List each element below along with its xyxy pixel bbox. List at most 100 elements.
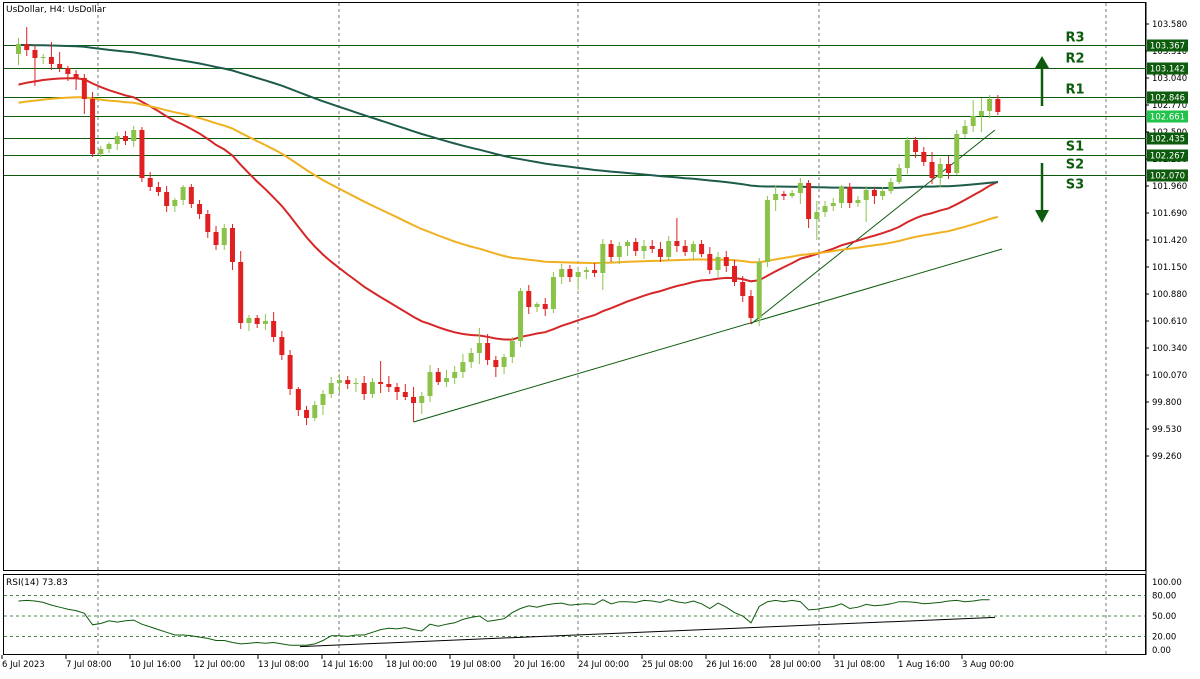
candle-body <box>238 262 244 323</box>
candle-body <box>40 57 46 58</box>
level-badge-value: 102.267 <box>1150 152 1185 162</box>
candle-body <box>287 355 293 389</box>
candle-body <box>839 187 844 203</box>
candle-body <box>24 44 30 50</box>
candle-body <box>608 244 614 257</box>
level-name-r2: R2 <box>1065 52 1084 67</box>
x-tick-label: 24 Jul 00:00 <box>578 660 629 670</box>
candle-body <box>814 212 820 219</box>
candle-body <box>962 126 968 134</box>
candle-body <box>649 246 655 249</box>
x-tick-label: 13 Jul 08:00 <box>258 660 309 670</box>
candle-body <box>139 130 145 178</box>
level-badge <box>1147 149 1188 162</box>
ma-slow-line <box>18 44 998 190</box>
candle-body <box>501 357 507 367</box>
candle-body <box>871 190 877 196</box>
x-tick-label: 12 Jul 00:00 <box>194 660 245 670</box>
candle-body <box>114 136 120 144</box>
candle-body <box>830 203 836 206</box>
candle-body <box>616 246 622 257</box>
candle-body <box>468 353 474 362</box>
candle-body <box>254 318 260 324</box>
x-tick-label: 18 Jul 00:00 <box>386 660 437 670</box>
y-tick-label: 101.420 <box>1152 236 1187 246</box>
candle-body <box>633 242 639 251</box>
candle-body <box>690 244 696 252</box>
candle-body <box>197 204 203 214</box>
support-resistance-lines <box>4 45 1146 176</box>
level-name-s1: S1 <box>1066 140 1084 155</box>
rsi-tick-label: 20.00 <box>1152 632 1176 642</box>
candle-body <box>978 111 984 116</box>
candle-body <box>345 380 351 384</box>
candle-body <box>542 304 548 309</box>
candle-body <box>172 200 178 206</box>
rsi-label: RSI(14) 73.83 <box>6 578 68 588</box>
candle-body <box>954 134 960 173</box>
candle-body <box>394 387 400 392</box>
trendline-lower <box>413 248 1003 423</box>
x-tick-label: 10 Jul 16:00 <box>130 660 181 670</box>
y-tick-label: 102.770 <box>1152 101 1187 111</box>
candle-body <box>797 183 803 193</box>
ma-fast-line <box>18 77 999 341</box>
candle-body <box>550 277 556 309</box>
x-tick-label: 6 Jul 2023 <box>2 660 45 670</box>
candle-body <box>715 257 721 270</box>
candle-body <box>205 214 211 232</box>
candle-body <box>945 164 951 173</box>
rsi-trendline <box>299 616 996 648</box>
candle-body <box>452 372 458 378</box>
rsi-tick-label: 80.00 <box>1152 592 1176 602</box>
rsi-tick-label: 50.00 <box>1152 612 1176 622</box>
candle-body <box>600 244 606 273</box>
y-tick-label: 100.340 <box>1152 344 1187 354</box>
level-badge <box>1147 39 1188 52</box>
candle-body <box>304 410 310 418</box>
rsi-pane: 100.00 80.00 50.00 20.00 0.00 <box>4 578 1182 656</box>
y-tick-label: 103.580 <box>1152 20 1187 30</box>
candle-body <box>806 183 812 219</box>
y-tick-label: 101.690 <box>1152 209 1187 219</box>
candle-body <box>435 372 441 382</box>
candle-body <box>419 396 425 403</box>
candle-body <box>188 187 194 204</box>
y-tick-label: 100.070 <box>1152 371 1187 381</box>
candle-body <box>147 178 153 187</box>
x-tick-label: 14 Jul 16:00 <box>322 660 373 670</box>
vertical-gridlines <box>97 3 1107 654</box>
trendlines <box>413 129 1003 423</box>
candle-body <box>48 57 54 64</box>
candle-body <box>221 228 227 245</box>
down-arrow-head <box>1035 210 1049 223</box>
level-badge <box>1147 62 1188 75</box>
candle-body <box>16 44 21 54</box>
candle-body <box>485 343 491 360</box>
candle-body <box>131 130 137 141</box>
candle-body <box>583 270 589 272</box>
chart-header: UsDollar, H4: UsDollar <box>6 5 106 15</box>
level-badge-value: 102.070 <box>1150 172 1185 182</box>
candle-body <box>913 140 919 152</box>
candle-body <box>122 136 128 141</box>
level-badge <box>1147 169 1188 182</box>
candle-body <box>567 269 573 277</box>
candle-body <box>773 194 779 200</box>
candle-body <box>271 321 277 337</box>
y-tick-label: 103.310 <box>1152 47 1187 57</box>
y-tick-label: 100.880 <box>1152 290 1187 300</box>
candle-body <box>682 246 688 252</box>
x-tick-label: 31 Jul 08:00 <box>834 660 885 670</box>
x-tick-label: 1 Aug 16:00 <box>898 660 950 670</box>
level-name-r3: R3 <box>1065 31 1084 46</box>
candle-body <box>707 254 713 270</box>
candle-body <box>740 282 746 296</box>
candle-body <box>81 78 87 99</box>
level-arrows <box>1035 56 1049 223</box>
level-names: R3 R2 R1 S1 S2 S3 <box>1065 31 1084 193</box>
candle-body <box>378 382 384 384</box>
x-tick-label: 25 Jul 08:00 <box>642 660 693 670</box>
level-name-s2: S2 <box>1066 158 1084 173</box>
candle-body <box>987 99 993 111</box>
